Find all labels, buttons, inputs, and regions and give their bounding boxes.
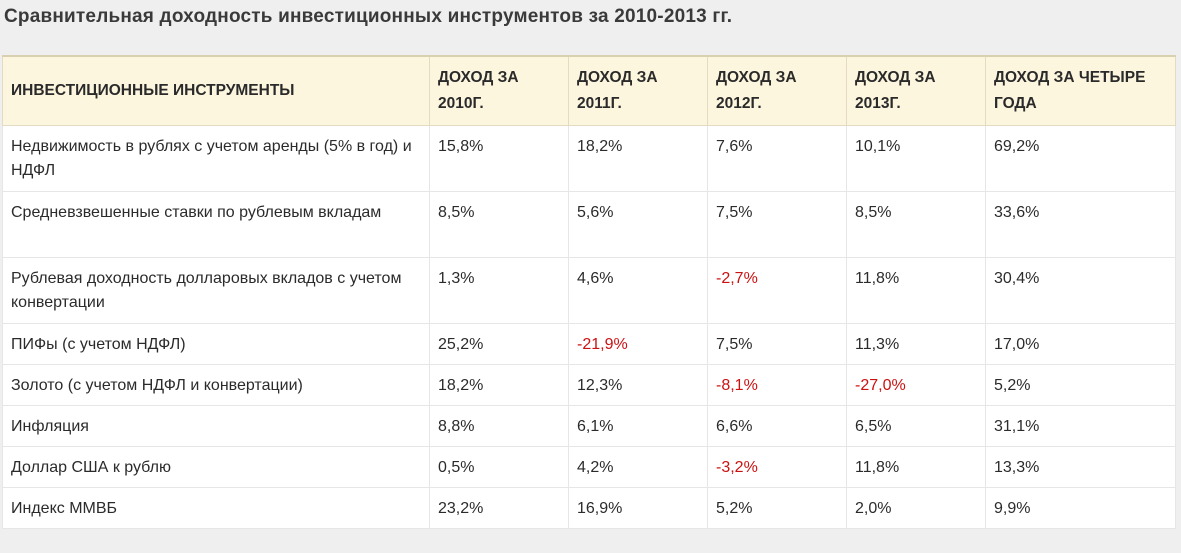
income-cell: 2,0% [846, 487, 986, 529]
instrument-name: Инфляция [2, 405, 430, 447]
income-cell: 8,5% [429, 191, 569, 258]
returns-table: ИНВЕСТИЦИОННЫЕ ИНСТРУМЕНТЫ ДОХОД ЗА 2010… [2, 55, 1176, 529]
income-cell: -27,0% [846, 364, 986, 406]
income-cell: 69,2% [985, 125, 1176, 192]
income-cell: 6,1% [568, 405, 708, 447]
header-income-2010: ДОХОД ЗА 2010Г. [429, 55, 569, 126]
income-cell: -8,1% [707, 364, 847, 406]
income-cell: 6,5% [846, 405, 986, 447]
income-cell: 25,2% [429, 323, 569, 365]
header-income-2011: ДОХОД ЗА 2011Г. [568, 55, 708, 126]
income-cell: 10,1% [846, 125, 986, 192]
income-cell: 7,6% [707, 125, 847, 192]
income-cell: 11,8% [846, 257, 986, 324]
instrument-name: Недвижимость в рублях с учетом аренды (5… [2, 125, 430, 192]
income-cell: 4,6% [568, 257, 708, 324]
instrument-name: Золото (с учетом НДФЛ и конвертации) [2, 364, 430, 406]
income-cell: 23,2% [429, 487, 569, 529]
income-cell: 12,3% [568, 364, 708, 406]
table-row: Доллар США к рублю 0,5% 4,2% -3,2% 11,8%… [2, 446, 1176, 488]
income-cell: 33,6% [985, 191, 1176, 258]
instrument-name: Рублевая доходность долларовых вкладов с… [2, 257, 430, 324]
table-row: Средневзвешенные ставки по рублевым вкла… [2, 191, 1176, 258]
table-row: Недвижимость в рублях с учетом аренды (5… [2, 125, 1176, 192]
page-title: Сравнительная доходность инвестиционных … [4, 6, 733, 27]
income-cell: -21,9% [568, 323, 708, 365]
income-cell: 6,6% [707, 405, 847, 447]
table-header: ИНВЕСТИЦИОННЫЕ ИНСТРУМЕНТЫ ДОХОД ЗА 2010… [2, 55, 1176, 126]
income-cell: 31,1% [985, 405, 1176, 447]
income-cell: 5,6% [568, 191, 708, 258]
header-instruments: ИНВЕСТИЦИОННЫЕ ИНСТРУМЕНТЫ [2, 55, 430, 126]
income-cell: 18,2% [429, 364, 569, 406]
header-income-2012: ДОХОД ЗА 2012Г. [707, 55, 847, 126]
income-cell: 1,3% [429, 257, 569, 324]
income-cell: 13,3% [985, 446, 1176, 488]
income-cell: 7,5% [707, 191, 847, 258]
table-row: ПИФы (с учетом НДФЛ) 25,2% -21,9% 7,5% 1… [2, 323, 1176, 365]
income-cell: 7,5% [707, 323, 847, 365]
table-row: Рублевая доходность долларовых вкладов с… [2, 257, 1176, 324]
income-cell: 9,9% [985, 487, 1176, 529]
instrument-name: ПИФы (с учетом НДФЛ) [2, 323, 430, 365]
table-body: Недвижимость в рублях с учетом аренды (5… [2, 125, 1176, 529]
income-cell: 8,8% [429, 405, 569, 447]
income-cell: 11,3% [846, 323, 986, 365]
income-cell: 11,8% [846, 446, 986, 488]
income-cell: -2,7% [707, 257, 847, 324]
table-row: Золото (с учетом НДФЛ и конвертации) 18,… [2, 364, 1176, 406]
income-cell: 16,9% [568, 487, 708, 529]
instrument-name: Индекс ММВБ [2, 487, 430, 529]
header-income-2013: ДОХОД ЗА 2013Г. [846, 55, 986, 126]
income-cell: 8,5% [846, 191, 986, 258]
instrument-name: Средневзвешенные ставки по рублевым вкла… [2, 191, 430, 258]
instrument-name: Доллар США к рублю [2, 446, 430, 488]
income-cell: 30,4% [985, 257, 1176, 324]
returns-table-container: ИНВЕСТИЦИОННЫЕ ИНСТРУМЕНТЫ ДОХОД ЗА 2010… [2, 55, 1176, 529]
income-cell: 4,2% [568, 446, 708, 488]
income-cell: 5,2% [707, 487, 847, 529]
table-row: Индекс ММВБ 23,2% 16,9% 5,2% 2,0% 9,9% [2, 487, 1176, 529]
income-cell: 15,8% [429, 125, 569, 192]
header-row: ИНВЕСТИЦИОННЫЕ ИНСТРУМЕНТЫ ДОХОД ЗА 2010… [2, 55, 1176, 126]
header-income-four-years: ДОХОД ЗА ЧЕТЫРЕ ГОДА [985, 55, 1176, 126]
income-cell: 17,0% [985, 323, 1176, 365]
income-cell: 0,5% [429, 446, 569, 488]
income-cell: 5,2% [985, 364, 1176, 406]
income-cell: -3,2% [707, 446, 847, 488]
table-row: Инфляция 8,8% 6,1% 6,6% 6,5% 31,1% [2, 405, 1176, 447]
income-cell: 18,2% [568, 125, 708, 192]
